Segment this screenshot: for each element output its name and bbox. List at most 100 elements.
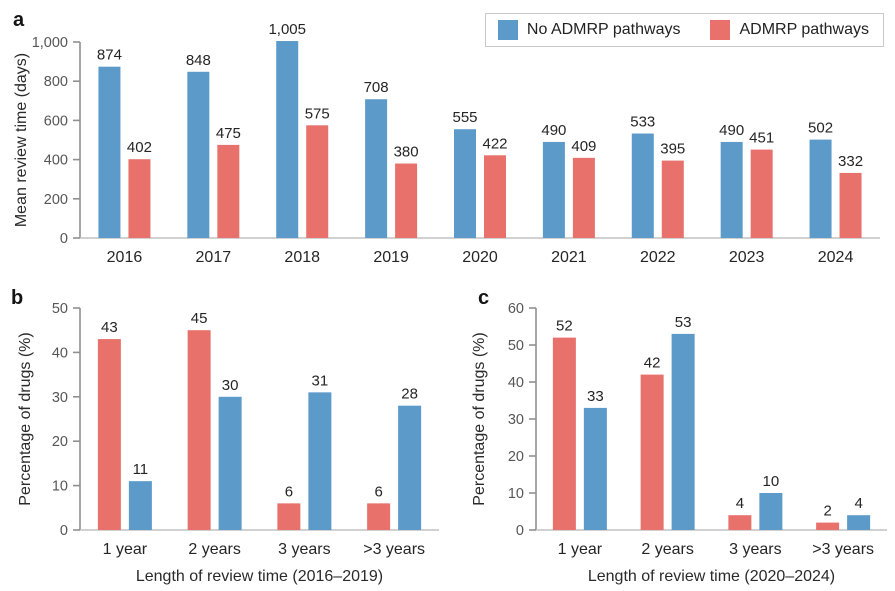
y-tick-label: 20 bbox=[508, 449, 524, 465]
y-tick-label: 50 bbox=[52, 301, 68, 317]
category-label: 2016 bbox=[107, 249, 143, 266]
y-tick-label: 30 bbox=[52, 390, 68, 406]
category-label: 1 year bbox=[558, 541, 603, 558]
bar-a-7-0 bbox=[720, 141, 743, 238]
value-label: 4 bbox=[736, 495, 744, 512]
y-tick-label: 40 bbox=[508, 375, 524, 391]
y-tick-label: 10 bbox=[52, 479, 68, 495]
bar-a-7-1 bbox=[750, 149, 773, 238]
category-label: 2018 bbox=[284, 249, 320, 266]
value-label: 2 bbox=[823, 503, 831, 520]
value-label: 502 bbox=[808, 120, 833, 137]
bar-a-4-0 bbox=[454, 129, 476, 238]
bar-c-1-1 bbox=[671, 333, 695, 530]
bar-a-8-1 bbox=[839, 172, 862, 238]
y-tick-label: 60 bbox=[508, 301, 524, 317]
bar-b-1-0 bbox=[187, 330, 211, 530]
bar-b-2-0 bbox=[277, 503, 301, 530]
bar-b-3-1 bbox=[398, 405, 422, 530]
bar-a-2-0 bbox=[276, 41, 299, 238]
legend-label-no-admrp: No ADMRP pathways bbox=[526, 21, 681, 38]
y-tick-label: 30 bbox=[508, 412, 524, 428]
bar-a-6-1 bbox=[661, 160, 684, 238]
value-label: 1,005 bbox=[268, 21, 306, 38]
bar-a-3-0 bbox=[365, 99, 388, 239]
value-label: 33 bbox=[587, 388, 604, 405]
value-label: 52 bbox=[556, 318, 573, 335]
bar-a-5-1 bbox=[572, 157, 595, 238]
y-tick-label: 200 bbox=[44, 192, 68, 208]
y-tick-label: 1,000 bbox=[32, 35, 68, 51]
y-axis-title: Percentage of drugs (%) bbox=[471, 332, 488, 505]
category-label: 2 years bbox=[641, 541, 693, 558]
y-tick-label: 0 bbox=[60, 231, 68, 247]
y-tick-label: 20 bbox=[52, 434, 68, 450]
y-tick-label: 600 bbox=[44, 113, 68, 129]
y-axis-title: Mean review time (days) bbox=[13, 53, 30, 227]
y-axis-title: Percentage of drugs (%) bbox=[17, 332, 34, 505]
value-label: 28 bbox=[401, 386, 418, 403]
bar-a-3-1 bbox=[395, 163, 418, 238]
legend-item-admrp: ADMRP pathways bbox=[710, 20, 869, 40]
bar-c-0-0 bbox=[552, 337, 576, 530]
value-label: 332 bbox=[838, 153, 863, 170]
value-label: 402 bbox=[127, 139, 152, 156]
bar-c-3-0 bbox=[816, 522, 840, 530]
bar-c-0-1 bbox=[583, 407, 607, 530]
x-axis-title: Length of review time (2016–2019) bbox=[136, 568, 383, 585]
bar-a-1-1 bbox=[217, 144, 240, 238]
value-label: 848 bbox=[186, 52, 211, 69]
value-label: 708 bbox=[364, 79, 389, 96]
legend-item-no-admrp: No ADMRP pathways bbox=[497, 20, 681, 40]
value-label: 10 bbox=[763, 473, 780, 490]
category-label: 3 years bbox=[729, 541, 781, 558]
y-tick-label: 40 bbox=[52, 345, 68, 361]
value-label: 395 bbox=[660, 141, 685, 158]
bar-chart-mean-review-time: 0 200 400 600 800 1,000 874 402 2016 848 475 2017 1,… bbox=[13, 21, 880, 266]
category-label: 2 years bbox=[188, 541, 240, 558]
category-label: 2022 bbox=[640, 249, 676, 266]
bar-c-1-0 bbox=[640, 374, 664, 530]
value-label: 45 bbox=[191, 310, 208, 327]
value-label: 533 bbox=[630, 114, 655, 131]
bar-a-6-0 bbox=[631, 133, 654, 238]
value-label: 6 bbox=[285, 483, 293, 500]
panel-b-label: b bbox=[11, 287, 24, 309]
y-tick-label: 400 bbox=[44, 153, 68, 169]
panel-a-label: a bbox=[13, 9, 25, 31]
value-label: 451 bbox=[749, 130, 774, 147]
category-label: 2021 bbox=[551, 249, 587, 266]
bar-a-2-1 bbox=[306, 125, 329, 238]
bar-a-0-0 bbox=[98, 66, 121, 238]
y-tick-label: 0 bbox=[60, 523, 68, 539]
bar-a-1-0 bbox=[187, 71, 210, 239]
value-label: 30 bbox=[222, 377, 239, 394]
bar-chart-review-length-2016-2019: 0 10 20 30 40 50 43 11 1 year 45 30 2 years 6 31 3 yea… bbox=[17, 301, 439, 585]
value-label: 11 bbox=[133, 461, 149, 478]
y-tick-label: 50 bbox=[508, 338, 524, 354]
value-label: 31 bbox=[312, 372, 329, 389]
category-label: 2019 bbox=[373, 249, 409, 266]
value-label: 575 bbox=[305, 105, 330, 122]
value-label: 53 bbox=[675, 314, 692, 331]
value-label: 475 bbox=[216, 125, 241, 142]
value-label: 6 bbox=[374, 483, 382, 500]
panel-c-label: c bbox=[478, 287, 490, 309]
legend-swatch-red bbox=[710, 20, 731, 40]
y-tick-label: 0 bbox=[516, 523, 524, 539]
value-label: 490 bbox=[719, 122, 744, 139]
value-label: 409 bbox=[571, 138, 596, 155]
value-label: 490 bbox=[541, 122, 566, 139]
bar-c-2-1 bbox=[759, 493, 783, 530]
bar-b-0-0 bbox=[97, 339, 121, 530]
legend-swatch-blue bbox=[497, 20, 518, 40]
bar-a-0-1 bbox=[128, 159, 151, 238]
y-tick-label: 800 bbox=[44, 74, 68, 90]
category-label: 2023 bbox=[729, 249, 765, 266]
value-label: 422 bbox=[482, 135, 507, 152]
value-label: 874 bbox=[97, 47, 122, 64]
bar-b-3-0 bbox=[367, 503, 391, 530]
category-label: >3 years bbox=[812, 541, 874, 558]
value-label: 380 bbox=[394, 144, 419, 161]
